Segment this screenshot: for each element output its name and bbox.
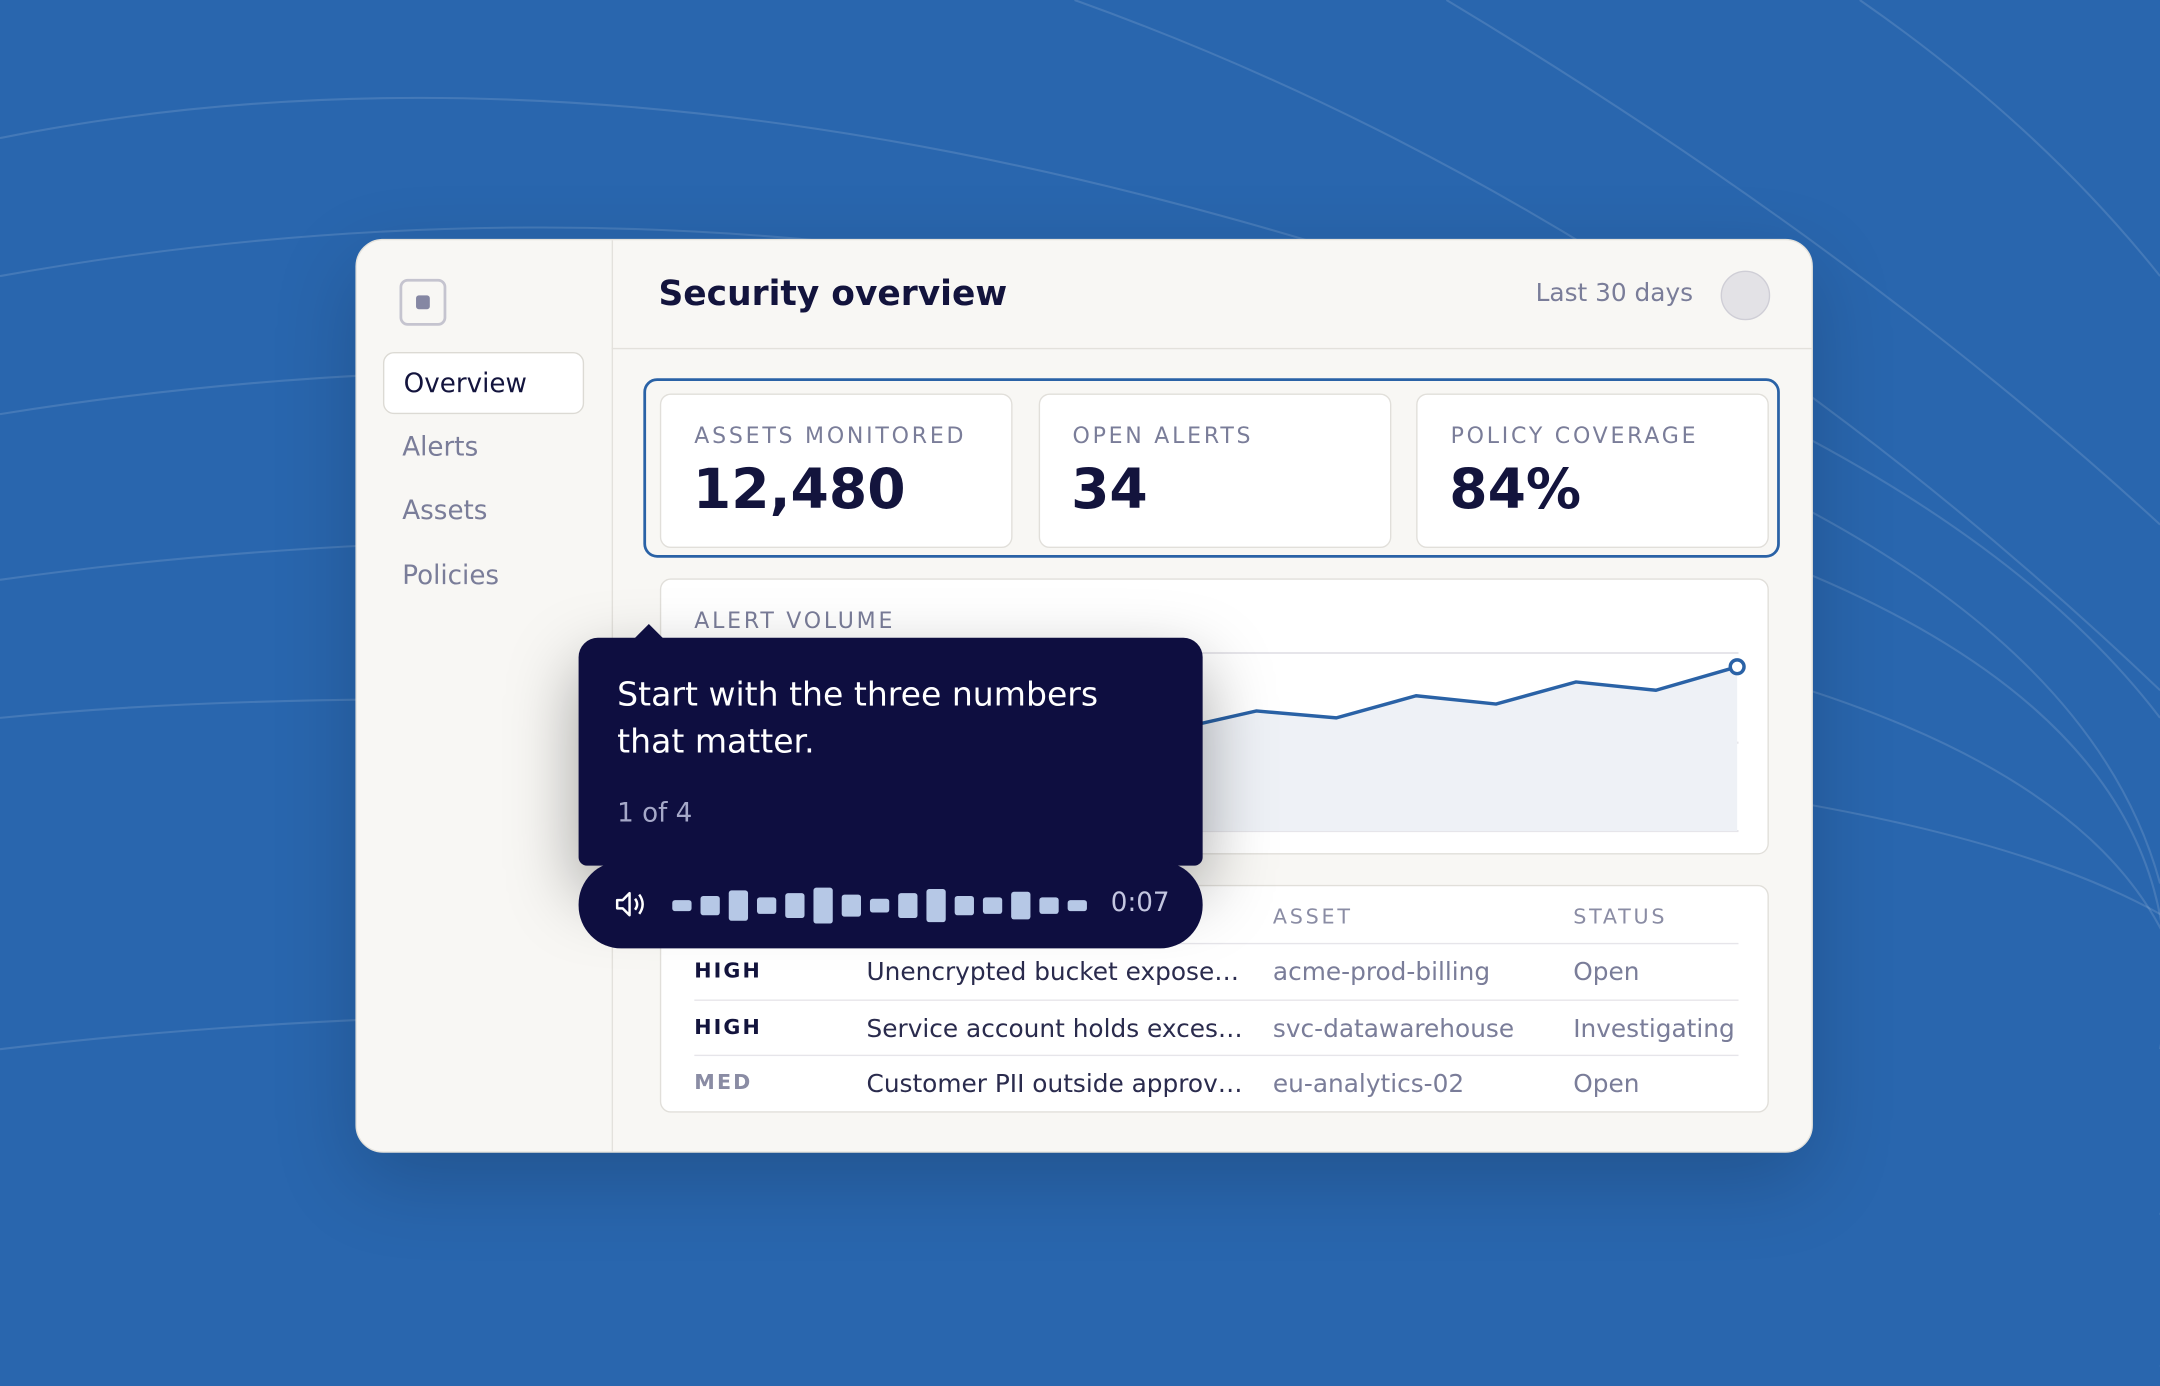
row-divider — [694, 1054, 1739, 1057]
cell: acme-prod-billing — [1272, 958, 1491, 988]
kpi-value: 84% — [1449, 458, 1582, 522]
cell: Investigating — [1573, 1013, 1735, 1043]
kpi-value: 12,480 — [692, 458, 906, 522]
waveform — [672, 887, 1087, 924]
chart-title: ALERT VOLUME — [694, 607, 896, 634]
kpi-label: OPEN ALERTS — [1072, 422, 1254, 449]
wave-bar — [841, 894, 861, 917]
wave-bar — [926, 889, 946, 923]
row-divider — [694, 942, 1739, 945]
cell: eu-analytics-02 — [1272, 1069, 1465, 1099]
audio-time: 0:07 — [1110, 887, 1170, 919]
audio-player[interactable]: 0:07 — [578, 861, 1203, 949]
speaker-icon[interactable] — [614, 889, 650, 919]
date-range[interactable]: Last 30 days — [1535, 278, 1694, 308]
column-header: STATUS — [1573, 904, 1668, 930]
kpi-card: OPEN ALERTS 34 — [1038, 393, 1391, 549]
nav-item[interactable]: Overview — [382, 352, 585, 415]
avatar[interactable] — [1720, 270, 1771, 321]
wave-bar — [982, 897, 1003, 914]
cell: Open — [1573, 1069, 1640, 1099]
kpi-value: 34 — [1071, 458, 1148, 522]
logo — [399, 278, 447, 326]
cell: Open — [1573, 958, 1640, 988]
alerts-table: ASSET STATUS HIGH Unencrypted bucket expose… — [659, 884, 1769, 1113]
header-divider — [611, 347, 1812, 350]
kpi-card: POLICY COVERAGE 84% — [1416, 393, 1769, 549]
severity: HIGH — [694, 1013, 762, 1039]
cell: svc-datawarehouse — [1272, 1013, 1515, 1043]
tooltip-step: 1 of 4 — [617, 797, 693, 829]
page-title: Security overview — [658, 273, 1008, 314]
wave-bar — [785, 893, 805, 919]
wave-bar — [869, 898, 890, 913]
cell: Unencrypted bucket expose… — [866, 958, 1240, 988]
kpi-label: ASSETS MONITORED — [694, 422, 967, 449]
highlight-frame — [643, 378, 1780, 558]
wave-bar — [700, 895, 720, 916]
wave-bar — [728, 890, 749, 921]
tooltip-text: Start with the three numbers that matter… — [617, 675, 1099, 761]
severity: HIGH — [694, 958, 762, 983]
cell: Service account holds exces… — [866, 1013, 1243, 1043]
cell: Customer PII outside approv… — [866, 1069, 1243, 1099]
column-header: ASSET — [1272, 904, 1353, 930]
wave-bar — [954, 895, 974, 916]
tooltip: Start with the three numbers that matter… — [578, 623, 1203, 866]
wave-bar — [898, 893, 918, 919]
kpi-card: ASSETS MONITORED 12,480 — [659, 393, 1013, 549]
wave-bar — [813, 887, 833, 924]
nav-item[interactable]: Alerts — [402, 431, 479, 462]
wave-bar — [672, 900, 692, 912]
nav-item[interactable]: Assets — [402, 495, 488, 526]
wave-bar — [1011, 891, 1031, 920]
sidebar: Overview Alerts Assets Policies — [357, 240, 614, 1152]
kpi-label: POLICY COVERAGE — [1450, 422, 1699, 449]
row-divider — [694, 999, 1739, 1001]
nav-item[interactable]: Policies — [402, 559, 500, 591]
wave-bar — [1067, 900, 1087, 912]
wave-bar — [1039, 897, 1059, 914]
wave-bar — [756, 897, 777, 914]
severity: MED — [694, 1069, 753, 1095]
